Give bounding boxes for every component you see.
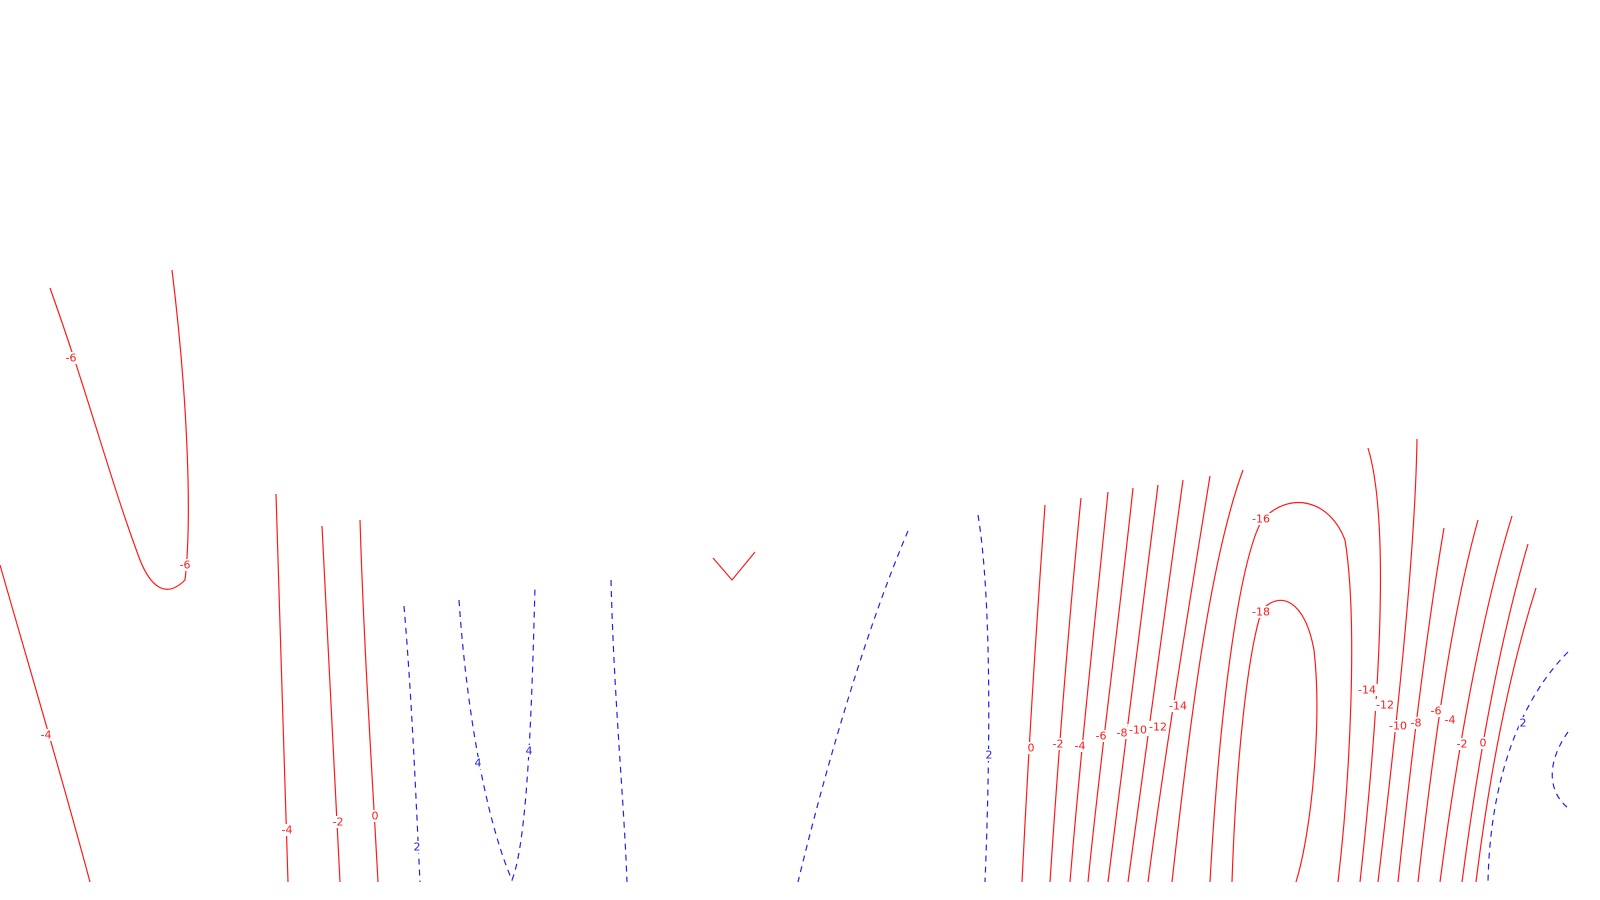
contour-line <box>1461 543 1529 883</box>
contour-label: -8 <box>1411 717 1422 730</box>
contour-label: -6 <box>1096 730 1107 743</box>
contour-line <box>1551 731 1569 809</box>
contour-label: 4 <box>526 745 533 758</box>
contour-label: -6 <box>66 352 77 365</box>
contour-line <box>1021 504 1046 883</box>
contour-line <box>321 525 341 883</box>
contour-label: 0 <box>1480 737 1487 750</box>
contour-label: -12 <box>1149 721 1167 734</box>
contour-label: -2 <box>333 816 344 829</box>
contour-label: -10 <box>1129 724 1147 737</box>
contour-line <box>1049 497 1082 883</box>
contour-line <box>977 514 990 883</box>
contour-label: -2 <box>1053 738 1064 751</box>
contour-label-background <box>1127 724 1149 736</box>
contour-label-background <box>370 810 380 822</box>
contour-label: -6 <box>1431 705 1442 718</box>
contour-label-background <box>1478 737 1488 749</box>
contour-line <box>0 564 91 883</box>
contour-label-background <box>1050 738 1066 750</box>
contour-label-background <box>524 745 534 757</box>
contour-line <box>1127 479 1184 883</box>
contour-label-background <box>1114 727 1130 739</box>
contour-label: -4 <box>1075 740 1086 753</box>
contour-label-background <box>1147 721 1169 733</box>
contour-label-background <box>1250 513 1272 525</box>
contour-label-background <box>984 749 994 761</box>
contour-line <box>458 585 536 882</box>
contour-line <box>1359 447 1382 883</box>
contour-line <box>1069 491 1109 883</box>
contour-label: -4 <box>41 729 52 742</box>
contour-label-background <box>1387 720 1409 732</box>
contour-label: -14 <box>1358 684 1376 697</box>
contour-label: 2 <box>986 749 993 762</box>
contour-line <box>1209 502 1353 883</box>
contour-label-background <box>1442 714 1458 726</box>
contour-label-background <box>1374 699 1396 711</box>
contour-label-background <box>330 816 346 828</box>
contour-line <box>1439 515 1513 883</box>
contour-label: -4 <box>1445 714 1456 727</box>
contour-line <box>1377 438 1418 883</box>
contour-label: -6 <box>180 559 191 572</box>
contour-line <box>1171 469 1244 883</box>
contour-label-background <box>1072 740 1088 752</box>
contour-line <box>610 579 628 883</box>
contour-line <box>712 551 756 581</box>
contour-label: -8 <box>1117 727 1128 740</box>
contour-label-background <box>38 729 54 741</box>
contour-label-background <box>1026 742 1036 754</box>
contour-label-background <box>1250 606 1272 618</box>
contour-line <box>797 530 909 883</box>
contour-label: 4 <box>475 757 482 770</box>
contour-label: -10 <box>1389 720 1407 733</box>
contour-line <box>49 269 189 590</box>
contour-line <box>1107 484 1159 883</box>
contour-label-background <box>63 352 79 364</box>
contour-label-background <box>1167 700 1189 712</box>
contour-line <box>1397 527 1445 883</box>
contour-label-background <box>473 757 483 769</box>
contour-line <box>1487 651 1569 883</box>
contour-lines <box>0 269 1569 883</box>
contour-label-background <box>1428 705 1444 717</box>
contour-label-background <box>177 559 193 571</box>
contour-label-background <box>1408 717 1424 729</box>
contour-label-background <box>1356 684 1378 696</box>
contour-label: 2 <box>1520 717 1527 730</box>
contour-label: -4 <box>282 824 293 837</box>
contour-label: -2 <box>1457 738 1468 751</box>
contour-label: -14 <box>1169 700 1187 713</box>
contour-label: 2 <box>414 841 421 854</box>
contour-label-background <box>1454 738 1470 750</box>
contour-label: 0 <box>372 810 379 823</box>
contour-line <box>1417 519 1479 883</box>
contour-line <box>1087 487 1134 883</box>
contour-label-background <box>1093 730 1109 742</box>
contour-label-background <box>279 824 295 836</box>
contour-label: -16 <box>1252 513 1270 526</box>
contour-label: 0 <box>1028 742 1035 755</box>
contour-label-background <box>1518 717 1528 729</box>
contour-label: -18 <box>1252 606 1270 619</box>
contour-line <box>1231 599 1318 883</box>
contour-line <box>1475 587 1537 883</box>
contour-label-background <box>412 841 422 853</box>
contour-line <box>1147 475 1211 883</box>
contour-label: -12 <box>1376 699 1394 712</box>
contour-line <box>359 519 379 883</box>
